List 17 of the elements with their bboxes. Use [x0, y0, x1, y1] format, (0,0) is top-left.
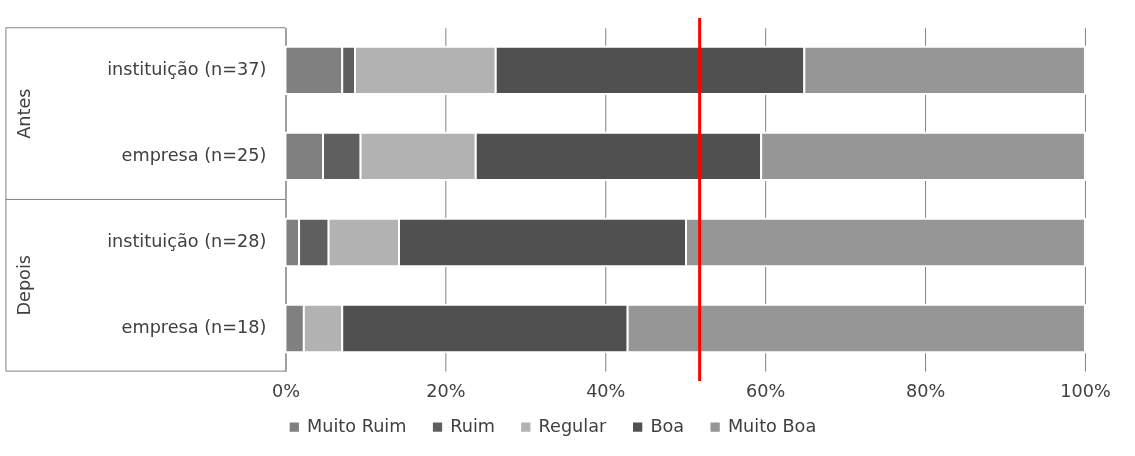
legend-label: Muito Ruim [307, 415, 407, 436]
y-tick-label: empresa (n=25) [121, 145, 267, 166]
text: Depois [14, 255, 35, 316]
x-tick-label: 80% [905, 381, 946, 402]
y-tick-label: instituição (n=28) [107, 231, 267, 252]
x-tick-label: 0% [271, 381, 300, 402]
x-tick-label: 60% [746, 381, 786, 402]
legend-label: Ruim [450, 415, 496, 436]
legend-label: Muito Boa [727, 415, 817, 436]
legend-label: Boa [650, 415, 685, 436]
text: Antes [14, 88, 35, 139]
y-tick-label: instituição (n=37) [107, 59, 267, 80]
x-tick-label: 100% [1060, 381, 1111, 402]
x-tick-label: 40% [586, 381, 626, 402]
legend-label: Regular [538, 415, 607, 436]
y-tick-label: empresa (n=18) [121, 317, 267, 338]
x-tick-label: 20% [426, 381, 466, 402]
